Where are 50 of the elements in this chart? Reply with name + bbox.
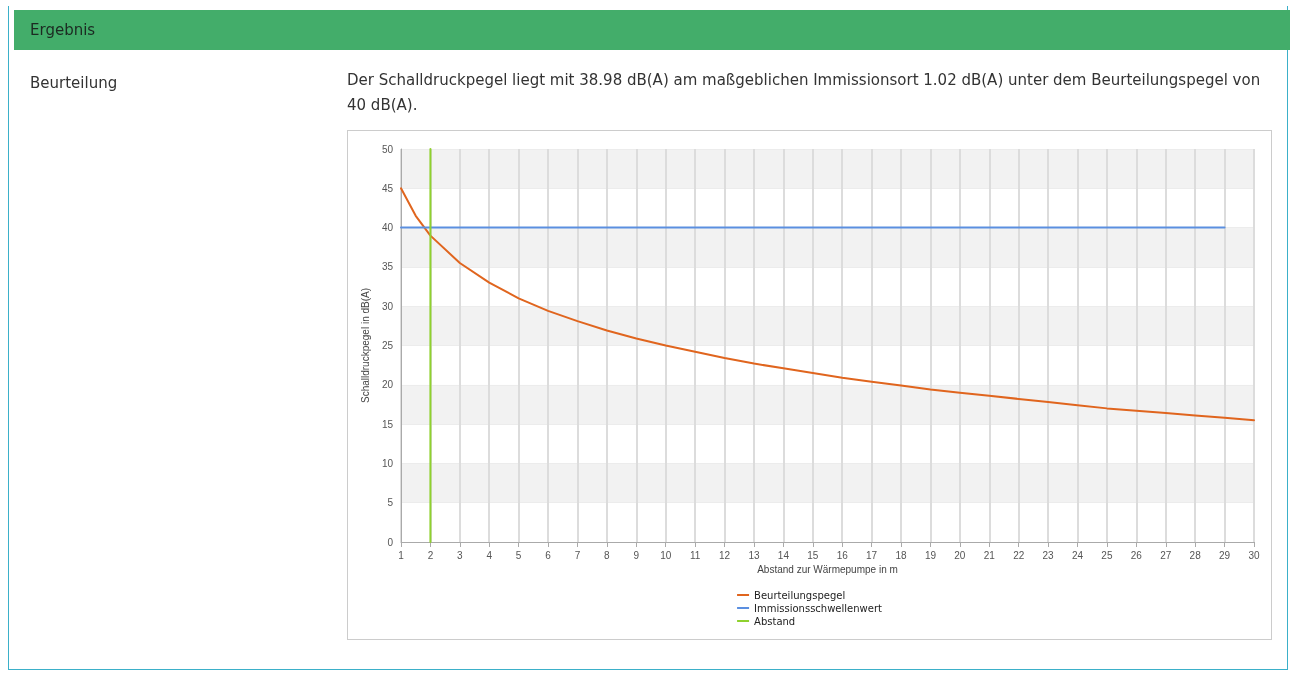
text: Ergebnis [14,10,1290,50]
x-tick-label: 28 [1189,549,1202,561]
x-tick-label: 12 [718,549,731,561]
y-tick-label: 10 [381,457,394,469]
x-tick-label: 16 [836,549,849,561]
x-tick-label: 30 [1248,549,1260,561]
x-axis-title: Abstand zur Wärmepumpe in m [757,564,898,576]
x-tick-label: 21 [983,549,996,561]
x-tick-label: 22 [1013,549,1025,561]
legend-label: Abstand [754,615,796,627]
x-tick-label: 14 [777,549,790,561]
x-tick-label: 9 [633,549,640,561]
y-tick-label: 35 [381,261,394,273]
x-tick-label: 25 [1101,549,1113,561]
x-tick-label: 23 [1042,549,1055,561]
x-tick-label: 3 [457,549,464,561]
x-tick-label: 19 [924,549,937,561]
y-tick-label: 40 [381,222,394,234]
x-tick-label: 2 [427,549,434,561]
x-tick-label: 20 [954,549,966,561]
x-tick-label: 29 [1219,549,1231,561]
x-tick-label: 15 [807,549,819,561]
y-axis-title: Schalldruckpegel in dB(A) [360,287,372,404]
x-tick-label: 27 [1160,549,1172,561]
x-tick-label: 24 [1071,549,1084,561]
x-tick-label: 13 [748,549,760,561]
y-tick-label: 0 [387,536,394,548]
y-tick-label: 50 [381,143,394,155]
y-tick-label: 45 [381,182,394,194]
x-tick-label: 5 [515,549,522,561]
y-tick-label: 5 [387,497,394,509]
x-tick-label: 11 [689,549,701,561]
y-tick-label: 20 [381,379,394,391]
legend-label: Immissionsschwellenwert [754,602,883,614]
x-tick-label: 8 [604,549,611,561]
x-tick-label: 6 [545,549,552,561]
y-tick-label: 25 [381,340,394,351]
x-tick-label: 18 [895,549,908,561]
line-series [400,187,1255,422]
text: Der Schalldruckpegel liegt mit 38.98 dB(A) am maßgeblichen Immissionsort 1.02 dB(A) unter dem Beurteilungspegel von 40 dB(A). [347,70,1262,116]
x-tick-label: 10 [660,549,672,561]
x-tick-label: 26 [1130,549,1143,561]
x-tick-label: 17 [866,549,878,561]
y-tick-label: 15 [381,418,394,430]
x-tick-label: 4 [486,549,493,561]
legend-label: Beurteilungspegel [754,589,846,601]
text: Beurteilung [30,74,118,92]
x-tick-label: 1 [398,549,405,561]
y-tick-label: 30 [381,300,394,312]
x-tick-label: 7 [574,549,581,561]
